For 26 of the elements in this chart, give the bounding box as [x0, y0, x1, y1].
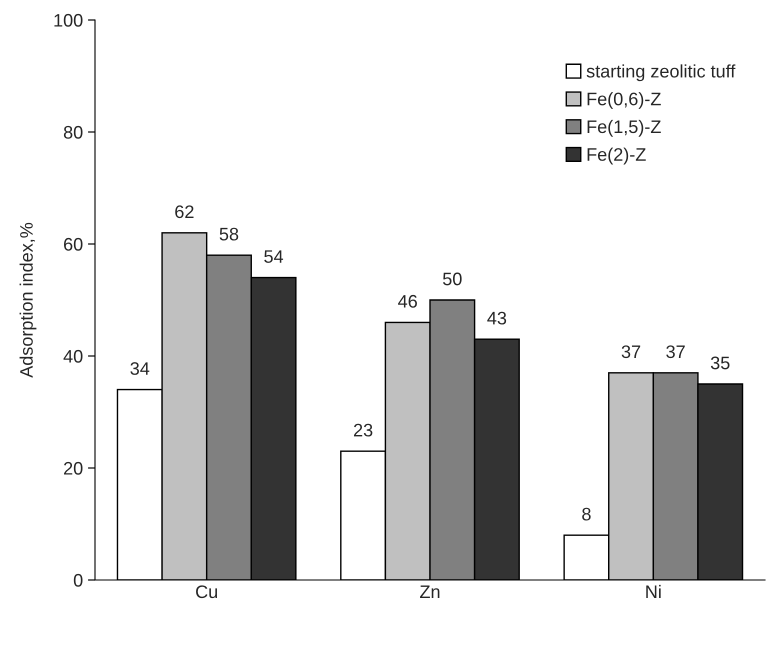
data-label: 35 — [710, 356, 730, 370]
legend-label: starting zeolitic tuff — [586, 64, 736, 82]
data-label: 37 — [666, 345, 685, 358]
data-label: 34 — [130, 362, 150, 375]
x-tick-label: Zn — [420, 586, 440, 598]
y-tick-label: 40 — [64, 350, 82, 363]
data-label: 54 — [264, 250, 284, 263]
data-label: 37 — [622, 345, 640, 358]
y-tick-label: 100 — [54, 14, 82, 27]
legend-label: Fe(2)-Z — [588, 148, 646, 164]
y-axis-title: Adsorption index,% — [20, 222, 36, 378]
data-label: 50 — [442, 272, 462, 286]
legend-label: Fe(0,6)-Z — [588, 92, 661, 109]
data-label: 23 — [354, 424, 372, 437]
y-tick-label: 60 — [64, 238, 82, 251]
data-label: 43 — [487, 312, 506, 325]
y-tick-label: 20 — [64, 462, 82, 475]
legend-label: Fe(1,5)-Z — [588, 120, 661, 137]
data-label: 62 — [175, 205, 194, 218]
x-tick-label: Ni — [646, 584, 661, 598]
y-tick-label: 0 — [74, 574, 82, 587]
data-label: 8 — [582, 508, 591, 521]
x-tick-label: Cu — [196, 585, 218, 598]
y-tick-label: 80 — [64, 126, 82, 139]
data-label: 46 — [398, 294, 417, 308]
data-label: 58 — [220, 228, 238, 241]
